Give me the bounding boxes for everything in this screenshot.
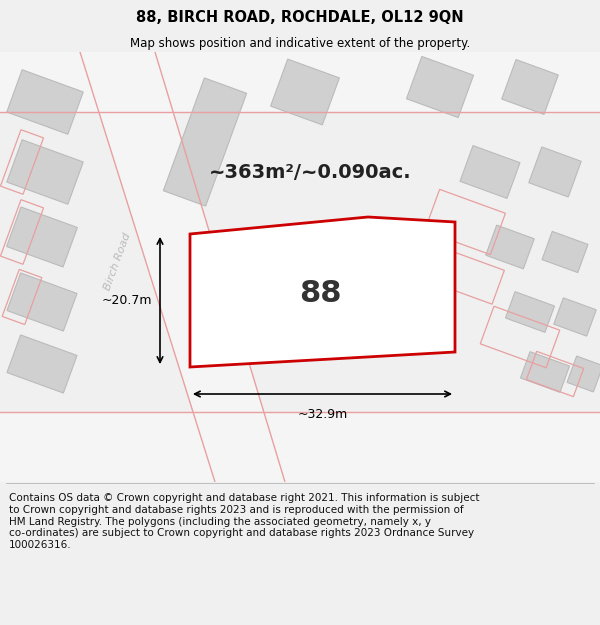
Polygon shape bbox=[0, 52, 600, 112]
Text: 88, BIRCH ROAD, ROCHDALE, OL12 9QN: 88, BIRCH ROAD, ROCHDALE, OL12 9QN bbox=[136, 11, 464, 26]
Bar bbox=[163, 78, 247, 206]
Bar bbox=[7, 273, 77, 331]
Bar bbox=[567, 356, 600, 392]
Bar bbox=[554, 298, 596, 336]
Text: 88: 88 bbox=[299, 279, 341, 309]
Bar bbox=[7, 335, 77, 393]
Bar bbox=[406, 56, 473, 118]
Bar bbox=[486, 225, 534, 269]
Bar bbox=[505, 292, 554, 332]
Polygon shape bbox=[0, 412, 600, 482]
Polygon shape bbox=[190, 217, 455, 367]
Polygon shape bbox=[80, 52, 285, 482]
Bar bbox=[502, 59, 559, 114]
Bar bbox=[7, 140, 83, 204]
Text: ~32.9m: ~32.9m bbox=[298, 408, 347, 421]
Bar bbox=[529, 147, 581, 197]
Bar bbox=[7, 70, 83, 134]
Bar bbox=[271, 59, 340, 125]
Bar bbox=[460, 146, 520, 198]
Text: ~363m²/~0.090ac.: ~363m²/~0.090ac. bbox=[209, 162, 412, 181]
Text: Birch Road: Birch Road bbox=[103, 232, 133, 292]
Bar bbox=[7, 207, 77, 267]
Text: Contains OS data © Crown copyright and database right 2021. This information is : Contains OS data © Crown copyright and d… bbox=[9, 494, 479, 550]
Text: ~20.7m: ~20.7m bbox=[101, 294, 152, 307]
Bar bbox=[520, 352, 569, 392]
Bar bbox=[542, 231, 588, 272]
Text: Map shows position and indicative extent of the property.: Map shows position and indicative extent… bbox=[130, 38, 470, 51]
